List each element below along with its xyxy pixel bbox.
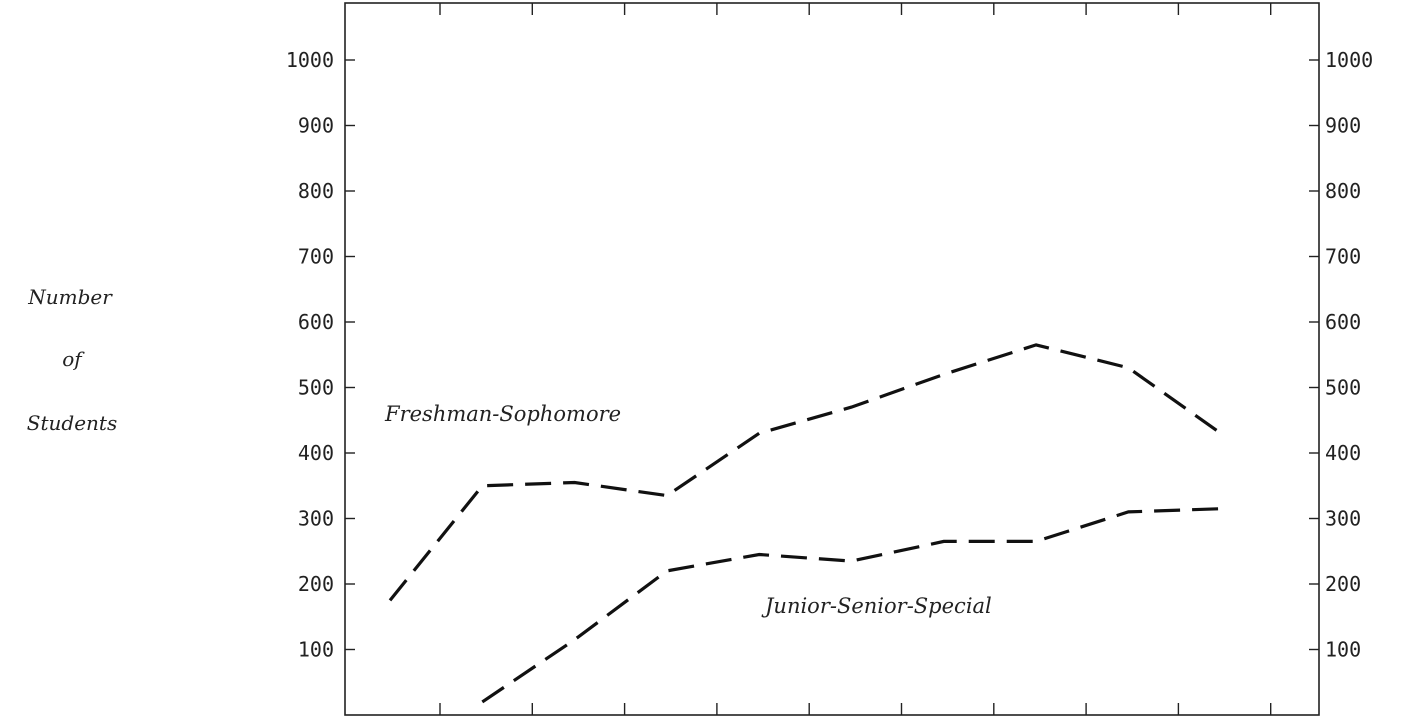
y-tick-label-right: 100	[1325, 638, 1361, 662]
y-axis-label-line: Students	[27, 411, 117, 435]
series-label-junior-senior-special: Junior-Senior-Special	[761, 594, 992, 618]
y-axis-label-line: of	[62, 347, 85, 371]
y-axis-label-line: Number	[27, 285, 113, 309]
y-axis-label: Number of Students	[27, 285, 117, 435]
tick-labels: 100 100 200 200 300 300 400 400 500 500 600 600 700 7…	[286, 48, 1373, 662]
y-tick-label-right: 500	[1325, 376, 1361, 400]
y-tick-label-right: 1000	[1325, 48, 1373, 72]
y-tick-label-left: 500	[298, 376, 334, 400]
series-lines	[388, 343, 1222, 704]
y-tick-label-left: 100	[298, 638, 334, 662]
y-tick-label-right: 600	[1325, 310, 1361, 334]
y-tick-label-right: 200	[1325, 572, 1361, 596]
series-label-freshman-sophomore: Freshman-Sophomore	[384, 402, 621, 426]
y-tick-label-right: 700	[1325, 245, 1361, 269]
y-tick-label-right: 300	[1325, 507, 1361, 531]
y-tick-label-right: 900	[1325, 114, 1361, 138]
y-tick-label-left: 300	[298, 507, 334, 531]
y-tick-label-left: 400	[298, 441, 334, 465]
tick-marks	[345, 3, 1319, 715]
y-tick-label-left: 700	[298, 245, 334, 269]
series-labels: Freshman-Sophomore Junior-Senior-Special	[384, 402, 992, 618]
y-tick-label-left: 800	[298, 179, 334, 203]
series-line-freshman-sophomore	[388, 343, 1222, 602]
y-tick-label-left: 200	[298, 572, 334, 596]
y-tick-label-right: 800	[1325, 179, 1361, 203]
y-tick-label-left: 1000	[286, 48, 334, 72]
y-tick-label-left: 600	[298, 310, 334, 334]
series-line-junior-senior-special	[481, 507, 1221, 704]
y-tick-label-right: 400	[1325, 441, 1361, 465]
plot-frame	[344, 2, 1320, 716]
chart-axes	[344, 2, 1320, 716]
y-tick-label-left: 900	[298, 114, 334, 138]
